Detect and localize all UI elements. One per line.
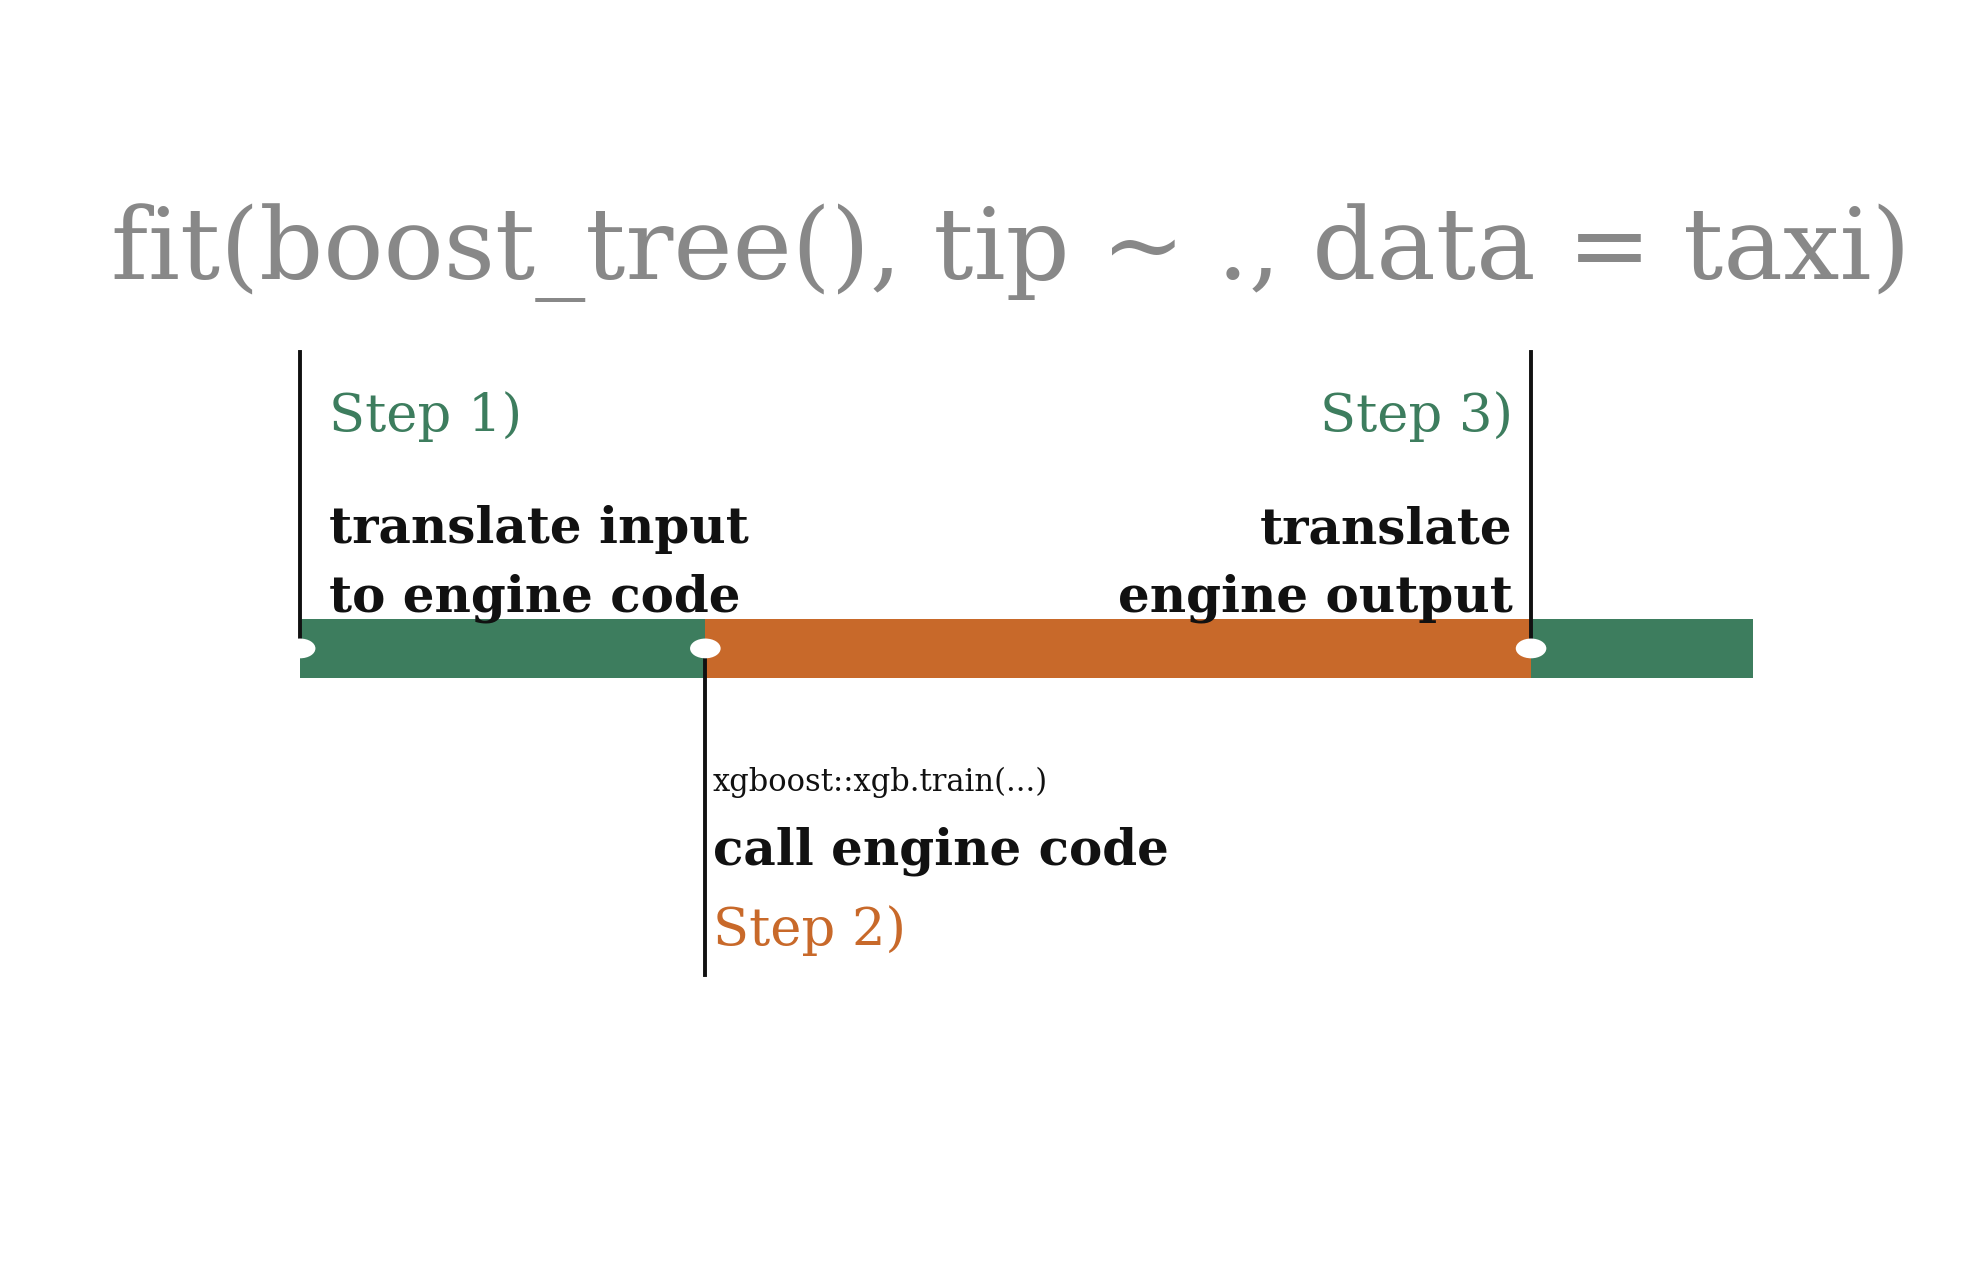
Circle shape xyxy=(691,638,720,659)
Text: Step 3): Step 3) xyxy=(1320,390,1513,442)
Text: Step 2): Step 2) xyxy=(712,905,906,955)
Text: translate
engine output: translate engine output xyxy=(1119,505,1513,623)
Text: Step 1): Step 1) xyxy=(329,390,523,442)
Text: translate input
to engine code: translate input to engine code xyxy=(329,505,750,623)
Circle shape xyxy=(1515,638,1547,659)
Bar xyxy=(300,619,706,678)
Bar xyxy=(1531,619,1752,678)
Text: fit(boost_tree(), tip ~ ., data = taxi): fit(boost_tree(), tip ~ ., data = taxi) xyxy=(110,204,1912,302)
Circle shape xyxy=(284,638,316,659)
Text: xgboost::xgb.train(...): xgboost::xgb.train(...) xyxy=(712,767,1048,797)
Text: call engine code: call engine code xyxy=(712,827,1168,876)
Bar xyxy=(706,619,1531,678)
